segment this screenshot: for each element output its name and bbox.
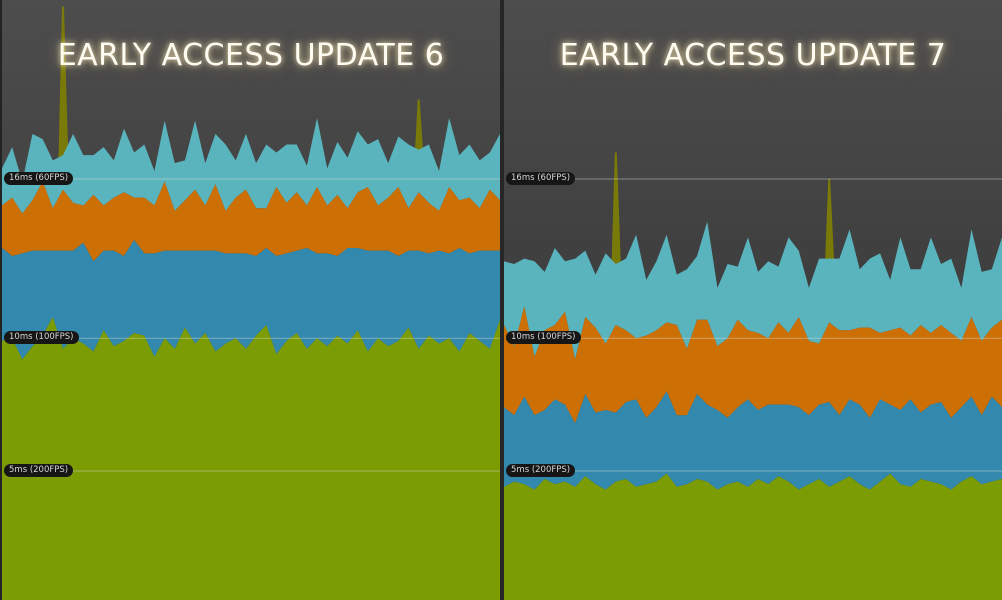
frame-time-spike	[610, 152, 622, 291]
panel-title: EARLY ACCESS UPDATE 7	[559, 38, 947, 73]
left-edge-divider	[0, 0, 2, 600]
panel-update-7: EARLY ACCESS UPDATE 7 16ms (60FPS) 10ms (…	[504, 0, 1002, 600]
reference-label: 10ms (100FPS)	[506, 331, 581, 345]
frame-time-chart-update-7	[504, 152, 1002, 600]
area-series-1	[504, 473, 1002, 600]
area-series-3	[504, 306, 1002, 424]
reference-label: 5ms (200FPS)	[506, 464, 576, 477]
area-series-3	[2, 181, 500, 262]
area-series-2	[504, 391, 1002, 490]
reference-label: 16ms (60FPS)	[4, 172, 74, 185]
frame-time-spike	[57, 6, 69, 182]
panel-divider	[500, 0, 504, 600]
area-series-4	[2, 117, 500, 214]
reference-label: 16ms (60FPS)	[506, 172, 576, 185]
panel-title: EARLY ACCESS UPDATE 6	[57, 38, 445, 73]
area-series-4	[504, 221, 1002, 360]
frame-time-chart-update-6	[2, 6, 500, 600]
area-series-1	[2, 317, 500, 600]
area-series-2	[2, 240, 500, 360]
reference-label: 5ms (200FPS)	[4, 464, 74, 477]
panel-update-6: EARLY ACCESS UPDATE 6 16ms (60FPS) 10ms (…	[2, 0, 500, 600]
reference-label: 10ms (100FPS)	[4, 331, 79, 345]
